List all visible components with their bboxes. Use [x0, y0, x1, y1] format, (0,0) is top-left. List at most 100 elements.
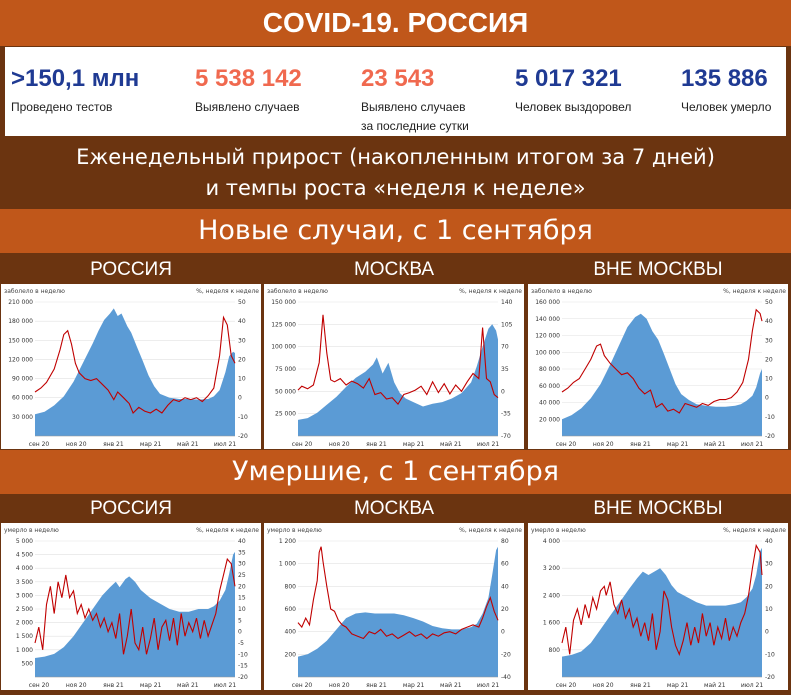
cases-area [298, 324, 498, 436]
y-tick-label: 60 000 [12, 395, 33, 402]
y2-tick-label: 40 [501, 583, 509, 590]
y2-tick-label: 50 [765, 299, 773, 306]
chart-region-title: МОСКВА [264, 495, 524, 523]
y2-tick-label: -10 [765, 651, 775, 658]
y2-tick-label: 25 [238, 572, 246, 579]
y-tick-label: 100 000 [535, 349, 560, 356]
y2-tick-label: 20 [238, 583, 246, 590]
x-tick-label: сен 20 [292, 682, 313, 689]
stat-value: 5 538 142 [195, 65, 302, 92]
y2-tick-label: 40 [238, 538, 246, 545]
chart-panel: МОСКВА умерло в неделю %, неделя к неделе… [264, 495, 524, 690]
chart-region-title: ВНЕ МОСКВЫ [528, 495, 788, 523]
y2-tick-label: 40 [765, 318, 773, 325]
y2-tick-label: 140 [501, 299, 513, 306]
stats-bar: >150,1 млн Проведено тестов 5 538 142 Вы… [5, 47, 786, 136]
subtitle-line2: и темпы роста «неделя к неделе» [205, 176, 586, 200]
chart: заболело в неделю %, неделя к неделе 20 00… [528, 284, 788, 449]
y2-tick-label: 20 [765, 356, 773, 363]
x-tick-label: янв 21 [630, 441, 651, 448]
y2-tick-label: -20 [501, 651, 511, 658]
y-tick-label: 100 000 [271, 344, 296, 351]
y-tick-label: 125 000 [271, 321, 296, 328]
y2-tick-label: -10 [238, 651, 248, 658]
y2-tick-label: 30 [765, 561, 773, 568]
chart-panel: ВНЕ МОСКВЫ заболело в неделю %, неделя к … [528, 256, 788, 449]
y2-tick-label: 60 [501, 561, 509, 568]
chart-panel: ВНЕ МОСКВЫ умерло в неделю %, неделя к не… [528, 495, 788, 690]
x-tick-label: май 21 [440, 441, 462, 448]
y-tick-label: 4 000 [543, 538, 560, 545]
y2-axis-label: %, неделя к неделе [459, 527, 522, 534]
y-tick-label: 80 000 [539, 366, 560, 373]
x-tick-label: мар 21 [667, 441, 689, 448]
y-tick-label: 150 000 [271, 299, 296, 306]
x-tick-label: ноя 20 [329, 441, 350, 448]
x-tick-label: мар 21 [140, 682, 162, 689]
chart: умерло в неделю %, неделя к неделе 800 1 60… [528, 523, 788, 690]
y-axis-label: заболело в неделю [267, 288, 328, 295]
chart-region-title: ВНЕ МОСКВЫ [528, 256, 788, 284]
x-tick-label: мар 21 [140, 441, 162, 448]
chart: заболело в неделю %, неделя к неделе 25 00… [264, 284, 524, 449]
y-axis-label: умерло в неделю [531, 527, 586, 534]
stat-label: Выявлено случаев за последние сутки [361, 100, 469, 133]
y-tick-label: 75 000 [275, 366, 296, 373]
y2-tick-label: 30 [238, 561, 246, 568]
y-tick-label: 400 [285, 629, 297, 636]
x-tick-label: янв 21 [366, 441, 387, 448]
y2-tick-label: 35 [238, 549, 246, 556]
chart: умерло в неделю %, неделя к неделе 500 1 00… [1, 523, 261, 690]
growth-line [297, 546, 499, 640]
y-tick-label: 50 000 [275, 388, 296, 395]
y-tick-label: 180 000 [8, 318, 33, 325]
y2-tick-label: 40 [238, 318, 246, 325]
x-tick-label: янв 21 [630, 682, 651, 689]
x-tick-label: ноя 20 [593, 441, 614, 448]
y-tick-label: 2 400 [543, 592, 560, 599]
growth-line [561, 543, 763, 656]
y2-tick-label: -20 [765, 674, 775, 681]
y2-axis-label: %, неделя к неделе [723, 288, 786, 295]
y-tick-label: 500 [22, 660, 34, 667]
stat-label: Человек умерло [681, 100, 772, 114]
y2-axis-label: %, неделя к неделе [459, 288, 522, 295]
subtitle: Еженедельный прирост (накопленным итогом… [0, 138, 791, 208]
x-tick-label: мар 21 [403, 682, 425, 689]
y-tick-label: 140 000 [535, 316, 560, 323]
subtitle-line1: Еженедельный прирост (накопленным итогом… [76, 145, 715, 169]
cases-area [562, 313, 762, 436]
y2-tick-label: 0 [501, 629, 505, 636]
stat-label: Проведено тестов [11, 100, 113, 114]
x-tick-label: сен 20 [292, 441, 313, 448]
y2-tick-label: 0 [765, 629, 769, 636]
x-tick-label: май 21 [704, 441, 726, 448]
x-tick-label: июл 21 [214, 682, 237, 689]
growth-line [34, 315, 236, 414]
y-tick-label: 60 000 [539, 383, 560, 390]
y2-axis-label: %, неделя к неделе [196, 288, 259, 295]
y-tick-label: 210 000 [8, 299, 33, 306]
section-cases-title: Новые случаи, с 1 сентября [0, 209, 791, 253]
y2-tick-label: 80 [501, 538, 509, 545]
y-tick-label: 150 000 [8, 337, 33, 344]
y2-tick-label: -20 [238, 674, 248, 681]
x-tick-label: мар 21 [403, 441, 425, 448]
y2-tick-label: -20 [765, 433, 775, 440]
growth-line [34, 557, 236, 655]
y2-tick-label: -20 [238, 433, 248, 440]
chart: заболело в неделю %, неделя к неделе 30 00… [1, 284, 261, 449]
cases-area [35, 551, 235, 677]
y-tick-label: 160 000 [535, 299, 560, 306]
y-tick-label: 1 600 [543, 620, 560, 627]
y-tick-label: 600 [285, 606, 297, 613]
x-tick-label: сен 20 [29, 682, 50, 689]
y-tick-label: 30 000 [12, 414, 33, 421]
x-tick-label: янв 21 [103, 682, 124, 689]
y2-tick-label: 0 [501, 388, 505, 395]
chart-region-title: РОССИЯ [1, 495, 261, 523]
y-tick-label: 120 000 [8, 356, 33, 363]
y2-axis-label: %, неделя к неделе [723, 527, 786, 534]
y-tick-label: 40 000 [539, 400, 560, 407]
x-tick-label: янв 21 [366, 682, 387, 689]
